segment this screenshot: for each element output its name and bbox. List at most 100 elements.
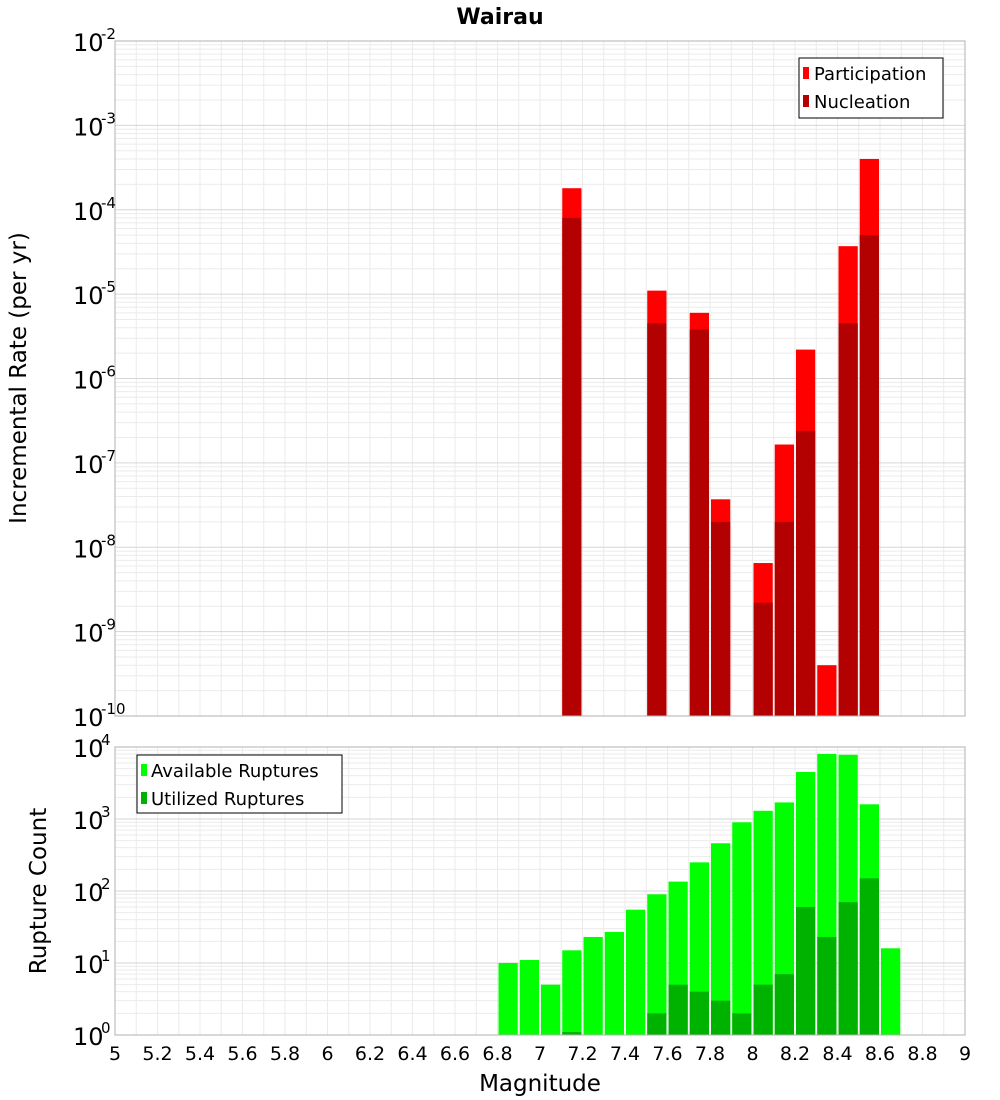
rate-bar-b <box>562 217 582 716</box>
rate-bar-b <box>711 521 731 716</box>
rate-bar-a <box>817 665 837 716</box>
count-bar-b <box>838 902 858 1035</box>
count-y-tick-base: 10 <box>73 807 104 835</box>
rate-y-tick-base: 10 <box>73 198 104 226</box>
rate-y-tick-base: 10 <box>73 113 104 141</box>
x-tick-label: 5 <box>109 1043 121 1065</box>
rate-y-axis-label: Incremental Rate (per yr) <box>6 232 32 524</box>
nucleation-legend-label: Nucleation <box>814 92 910 113</box>
x-tick-label: 6.6 <box>440 1043 470 1065</box>
utilized-legend-swatch <box>141 792 147 804</box>
available-legend-label: Available Ruptures <box>151 761 319 782</box>
x-tick-label: 8.8 <box>907 1043 937 1065</box>
count-bar-a <box>519 960 539 1035</box>
rate-y-tick-exp: -5 <box>101 278 116 296</box>
count-y-axis-label: Rupture Count <box>26 808 52 974</box>
count-y-tick-base: 10 <box>73 1023 104 1051</box>
available-legend-swatch <box>141 764 147 776</box>
x-tick-label: 7.2 <box>567 1043 597 1065</box>
x-tick-label: 5.4 <box>185 1043 215 1065</box>
x-tick-label: 6 <box>321 1043 333 1065</box>
count-bar-b <box>753 984 773 1035</box>
rate-y-tick-base: 10 <box>73 704 104 732</box>
count-bar-b <box>732 1013 752 1035</box>
magnitude-x-ticks: 5 5.2 5.4 5.6 5.8 6 6.2 6.4 6.6 6.8 7 7.2 7.4 7.6 7.8 8… <box>109 1043 971 1065</box>
x-axis-label: Magnitude <box>479 1071 601 1097</box>
count-y-tick-exp: 4 <box>101 731 111 749</box>
count-y-tick-base: 10 <box>73 879 104 907</box>
nucleation-legend-swatch <box>803 95 809 107</box>
count-bar-a <box>753 810 773 1035</box>
rate-bar-b <box>838 323 858 716</box>
chart-title: Wairau <box>456 5 543 30</box>
count-bar-b <box>774 974 794 1035</box>
rate-legend-box <box>798 57 944 119</box>
count-y-tick-exp: 1 <box>101 947 111 965</box>
x-tick-label: 6.8 <box>482 1043 512 1065</box>
count-bar-a <box>711 843 731 1035</box>
rate-y-tick-base: 10 <box>73 451 104 479</box>
x-tick-label: 6.2 <box>355 1043 385 1065</box>
rate-y-tick-exp: -7 <box>101 447 116 465</box>
count-bar-a <box>626 909 646 1035</box>
count-bar-a <box>604 931 624 1035</box>
count-bar-a <box>562 950 582 1035</box>
rate-y-tick-base: 10 <box>73 282 104 310</box>
count-bar-b <box>562 1032 582 1035</box>
x-tick-label: 6.4 <box>397 1043 427 1065</box>
x-tick-label: 8 <box>746 1043 758 1065</box>
rate-y-tick-base: 10 <box>73 535 104 563</box>
count-y-tick-base: 10 <box>73 735 104 763</box>
count-bars <box>498 753 901 1035</box>
rate-y-tick-exp: -6 <box>101 363 116 381</box>
rate-y-tick-base: 10 <box>73 29 104 57</box>
count-legend-box <box>136 754 343 814</box>
count-y-tick-exp: 2 <box>101 875 111 893</box>
utilized-legend-label: Utilized Ruptures <box>151 789 304 810</box>
x-tick-label: 7.8 <box>695 1043 725 1065</box>
x-tick-label: 8.2 <box>780 1043 810 1065</box>
count-bar-b <box>689 991 709 1035</box>
rate-y-tick-base: 10 <box>73 620 104 648</box>
count-bar-b <box>711 1000 731 1035</box>
rate-y-tick-base: 10 <box>73 367 104 395</box>
count-bar-a <box>881 948 901 1035</box>
rate-bar-b <box>647 323 667 716</box>
count-bar-b <box>859 878 879 1035</box>
participation-legend-label: Participation <box>814 64 926 85</box>
count-bar-a <box>583 936 603 1035</box>
x-tick-label: 8.6 <box>865 1043 895 1065</box>
rate-legend: Participation Nucleation <box>798 57 944 119</box>
x-tick-label: 8.4 <box>822 1043 852 1065</box>
count-bar-a <box>647 894 667 1035</box>
participation-legend-swatch <box>803 67 809 79</box>
rate-y-tick-exp: -2 <box>101 25 116 43</box>
x-tick-label: 5.2 <box>142 1043 172 1065</box>
x-tick-label: 7.6 <box>652 1043 682 1065</box>
x-tick-label: 7 <box>534 1043 546 1065</box>
count-y-tick-base: 10 <box>73 951 104 979</box>
count-legend: Available Ruptures Utilized Ruptures <box>136 754 343 814</box>
rate-bar-b <box>796 430 816 716</box>
count-bar-b <box>796 906 816 1035</box>
x-tick-label: 7.4 <box>610 1043 640 1065</box>
count-bar-b <box>647 1013 667 1035</box>
count-bar-a <box>541 984 561 1035</box>
rate-y-tick-exp: -4 <box>101 194 116 212</box>
rate-y-tick-exp: -9 <box>101 616 116 634</box>
count-bar-a <box>732 822 752 1035</box>
x-tick-label: 5.6 <box>227 1043 257 1065</box>
count-y-tick-exp: 0 <box>101 1019 111 1037</box>
count-bar-a <box>498 963 518 1035</box>
count-plot-frame <box>114 746 966 1036</box>
count-y-tick-exp: 3 <box>101 803 111 821</box>
count-bar-b <box>668 984 688 1035</box>
rate-bar-b <box>689 329 709 716</box>
rate-bars <box>562 158 879 717</box>
x-tick-label: 9 <box>959 1043 971 1065</box>
